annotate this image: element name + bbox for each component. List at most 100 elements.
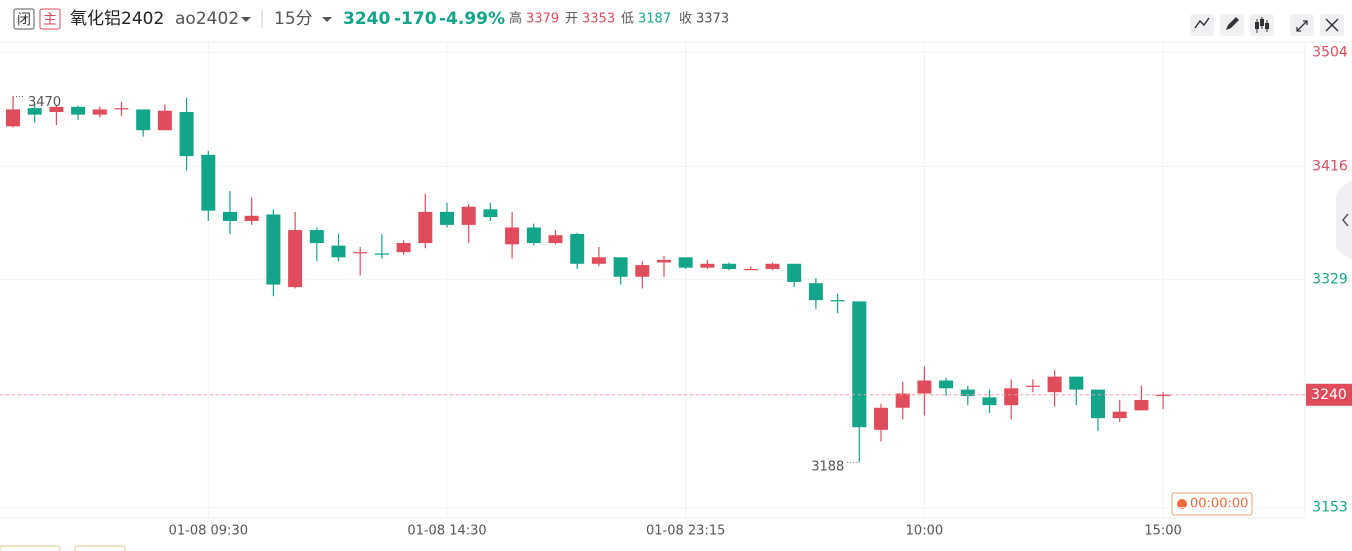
- main-badge: 主: [43, 12, 57, 28]
- indicator-button[interactable]: [1190, 14, 1214, 36]
- last-price-box: [1306, 383, 1352, 406]
- x-tick-label: 01-08 09:30: [169, 524, 248, 539]
- candle-body: [830, 300, 845, 302]
- status-badge-box: [13, 8, 35, 30]
- candle-body: [244, 215, 259, 221]
- close-value: 3373: [696, 12, 729, 27]
- candle-body: [526, 227, 541, 244]
- indicator-icon: [1194, 17, 1210, 29]
- high-value: 3379: [526, 12, 559, 27]
- code-caret[interactable]: [241, 17, 251, 22]
- x-tick-label: 10:00: [906, 524, 943, 539]
- candle-body: [505, 227, 520, 245]
- candle-body: [418, 211, 433, 244]
- candle-body: [223, 211, 237, 221]
- candle-body: [613, 257, 628, 277]
- draw-icon: [1226, 17, 1239, 30]
- candle-body: [136, 109, 151, 131]
- change: -170: [394, 9, 437, 29]
- close-icon: [1325, 18, 1339, 32]
- y-tick-label: 3416: [1312, 159, 1348, 175]
- x-tick-label: 01-08 23:15: [646, 524, 725, 539]
- candle-body: [570, 233, 585, 264]
- x-tick-label: 01-08 14:30: [407, 524, 486, 539]
- contract-code[interactable]: ao2402: [175, 9, 239, 29]
- timer-icon: [1177, 499, 1187, 509]
- low-value: 3187: [638, 12, 671, 27]
- open-label: 开: [565, 12, 578, 27]
- candle-body: [700, 263, 715, 268]
- candle-body: [396, 243, 411, 253]
- y-tick-label: 3329: [1312, 271, 1348, 287]
- low-label: 低: [621, 12, 634, 27]
- candle-body: [678, 257, 693, 268]
- candle-body: [92, 109, 107, 115]
- candle-body: [1134, 399, 1149, 411]
- high-annotation: 3470: [28, 95, 61, 110]
- candle-body: [71, 106, 86, 115]
- main-badge-box: [39, 8, 61, 30]
- candle-body: [331, 245, 346, 258]
- candle-body: [591, 257, 606, 264]
- candle-body: [635, 265, 650, 277]
- candle-body: [27, 108, 42, 115]
- close-label: 收: [679, 12, 692, 27]
- contract-name: 氧化铝2402: [70, 9, 164, 29]
- candle-body: [765, 263, 780, 269]
- candle-body: [960, 389, 975, 397]
- candle-icon: [1255, 19, 1269, 29]
- toolbar: [1190, 14, 1344, 36]
- low-annotation: 3188: [811, 460, 844, 475]
- candle-body: [743, 268, 758, 271]
- side-panel-tab[interactable]: [1336, 180, 1352, 260]
- candle-body: [1025, 385, 1040, 387]
- candle-body: [309, 230, 324, 244]
- candle-body: [1047, 376, 1062, 393]
- candle-body: [1069, 376, 1084, 390]
- candle-body: [288, 230, 303, 288]
- candle-body: [1004, 388, 1019, 406]
- candle-body: [874, 407, 888, 430]
- last-price-label: 3240: [1311, 387, 1347, 403]
- candle-body: [353, 252, 368, 254]
- candle-body: [157, 110, 172, 131]
- change-pct: -4.99%: [439, 9, 505, 29]
- side-panel-arrow: [1342, 213, 1349, 227]
- tab-button[interactable]: [74, 545, 126, 551]
- candle-body: [808, 283, 823, 301]
- period[interactable]: 15分: [274, 9, 313, 29]
- timer: 00:00:00: [1190, 497, 1248, 512]
- high-label: 高: [509, 11, 522, 27]
- period-caret[interactable]: [322, 17, 332, 22]
- candle-body: [179, 112, 194, 157]
- y-tick-label: 3504: [1312, 44, 1348, 60]
- candle-body: [1112, 411, 1127, 419]
- candle-body: [657, 259, 671, 263]
- candle-body: [1156, 394, 1171, 397]
- candle-body: [787, 263, 802, 282]
- y-tick-label: 3153: [1312, 500, 1348, 516]
- candle-body: [1091, 389, 1105, 419]
- expand-button[interactable]: [1290, 14, 1314, 36]
- candle-body: [895, 393, 910, 408]
- candle-body: [201, 154, 216, 211]
- candle-body: [939, 380, 954, 389]
- last-price: 3240: [343, 9, 390, 29]
- candle-body: [6, 109, 20, 127]
- status-badge: 闭: [17, 12, 31, 28]
- candle-body: [461, 206, 476, 225]
- candle-body: [917, 380, 932, 394]
- candle-body: [722, 263, 737, 269]
- candle-body: [114, 108, 129, 110]
- candle-body: [374, 253, 389, 255]
- candle-body: [852, 301, 867, 428]
- candle-body: [49, 106, 64, 113]
- tab-button[interactable]: [0, 545, 61, 551]
- candle-body: [266, 214, 281, 285]
- candle-body: [982, 397, 997, 406]
- open-value: 3353: [582, 12, 615, 27]
- candle-body: [483, 209, 498, 218]
- candle-body: [548, 235, 563, 244]
